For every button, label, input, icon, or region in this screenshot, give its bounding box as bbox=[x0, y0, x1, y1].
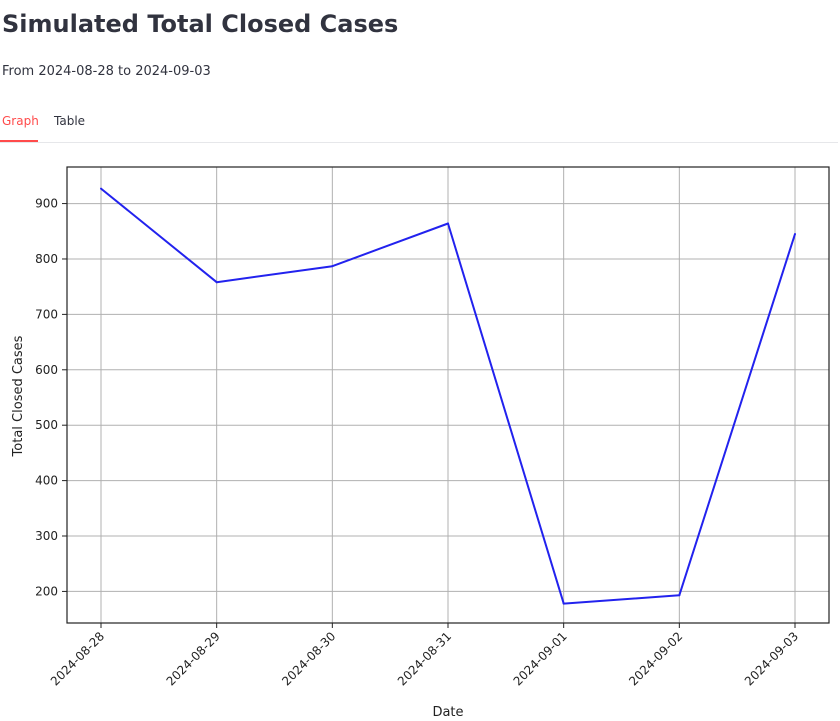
active-tab-indicator bbox=[0, 140, 38, 142]
y-tick-label: 300 bbox=[35, 529, 58, 543]
y-axis-label: Total Closed Cases bbox=[11, 335, 26, 457]
tab-table[interactable]: Table bbox=[54, 114, 86, 128]
tab-graph[interactable]: Graph bbox=[2, 114, 39, 128]
data-point bbox=[447, 222, 449, 225]
grid bbox=[67, 167, 829, 623]
y-tick-label: 600 bbox=[35, 363, 58, 377]
y-axis: 200 300 400 500 600 700 800 900 bbox=[35, 197, 67, 598]
tab-bar: Graph Table bbox=[0, 104, 838, 143]
data-point bbox=[794, 233, 796, 236]
x-axis-label: Date bbox=[432, 705, 463, 720]
page-subtitle: From 2024-08-28 to 2024-09-03 bbox=[2, 64, 211, 79]
y-tick-label: 900 bbox=[35, 197, 58, 211]
x-axis: 2024-08-28 2024-08-29 2024-08-30 2024-08-31… bbox=[48, 623, 801, 688]
y-tick-label: 800 bbox=[35, 252, 58, 266]
y-tick-label: 700 bbox=[35, 307, 58, 321]
x-tick-label: 2024-09-02 bbox=[626, 629, 685, 688]
page-title: Simulated Total Closed Cases bbox=[2, 10, 399, 38]
x-tick-label: 2024-09-01 bbox=[511, 629, 570, 688]
x-tick-label: 2024-08-31 bbox=[395, 629, 454, 688]
y-tick-label: 400 bbox=[35, 474, 58, 488]
data-point bbox=[562, 602, 565, 605]
data-point bbox=[215, 281, 218, 284]
data-point bbox=[100, 187, 102, 190]
data-point bbox=[331, 265, 334, 268]
y-tick-label: 200 bbox=[35, 584, 58, 598]
x-tick-label: 2024-09-03 bbox=[742, 629, 801, 688]
y-tick-label: 500 bbox=[35, 418, 58, 432]
x-tick-label: 2024-08-28 bbox=[48, 629, 107, 688]
x-tick-label: 2024-08-29 bbox=[164, 629, 223, 688]
series-layer bbox=[100, 187, 796, 605]
data-point bbox=[678, 594, 681, 597]
x-tick-label: 2024-08-30 bbox=[279, 629, 338, 688]
